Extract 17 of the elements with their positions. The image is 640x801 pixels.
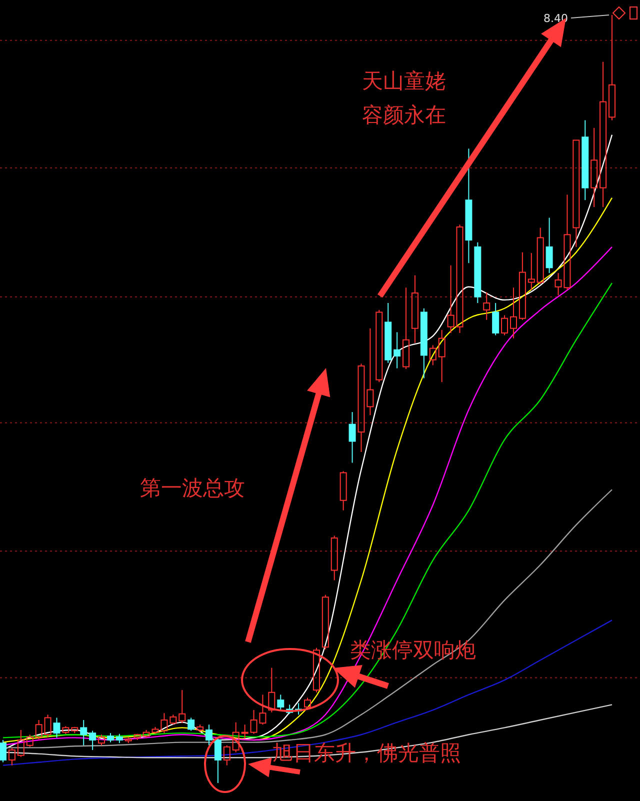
- annotation: 容颜永在: [362, 103, 446, 127]
- candlestick: [366, 328, 374, 416]
- candlestick: [80, 720, 88, 746]
- annotation: 8.40: [544, 12, 568, 25]
- candlestick: [510, 287, 517, 339]
- candlestick: [546, 217, 553, 274]
- candlestick: [582, 120, 589, 201]
- annotation: 天山童姥: [362, 69, 446, 93]
- candlestick: [528, 252, 535, 290]
- candlestick: [590, 127, 598, 208]
- candlestick: [600, 61, 607, 208]
- candlestick: [483, 292, 490, 320]
- candlestick: [411, 274, 418, 344]
- candlestick: [348, 412, 356, 464]
- candlestick: [438, 329, 446, 383]
- annotation: 第一波总攻: [140, 476, 245, 500]
- candlestick: [394, 332, 401, 369]
